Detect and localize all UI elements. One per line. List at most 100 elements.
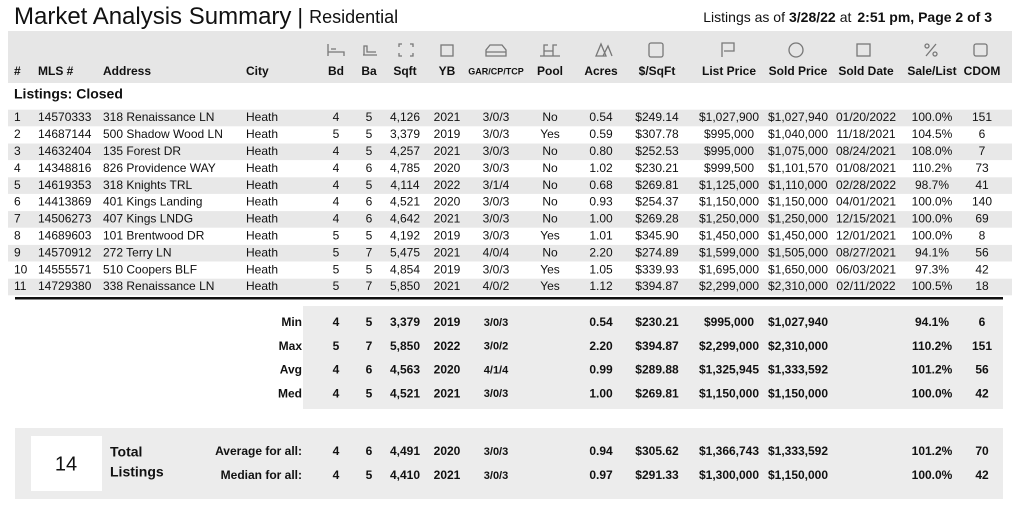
total-label: Total: [110, 444, 142, 460]
cell: 4: [333, 144, 340, 158]
cell: 08/24/2021: [836, 144, 896, 158]
cell: 8: [14, 228, 21, 242]
cell: 4,521: [390, 195, 420, 209]
cell: 101.2%: [912, 363, 953, 377]
cell: 4: [333, 386, 340, 400]
cell: 110.2%: [912, 161, 952, 175]
row-band: [8, 143, 1012, 161]
cell: 01/08/2021: [836, 161, 896, 175]
cell: 41: [975, 178, 989, 192]
cell: 0.99: [589, 363, 613, 377]
cell: No: [542, 178, 558, 192]
cell: 1.12: [589, 279, 613, 293]
cell: 3/0/2: [484, 341, 508, 353]
cell: 14632404: [38, 144, 92, 158]
cell: 02/11/2022: [836, 279, 895, 293]
cell: 4,521: [390, 386, 420, 400]
divider-line: [15, 297, 1003, 300]
cell: 0.54: [589, 110, 613, 124]
cell: 4,785: [390, 161, 420, 175]
cell: $230.21: [635, 161, 679, 175]
cell: 4,257: [390, 144, 420, 158]
cell: 4: [333, 444, 340, 458]
cell: $269.28: [635, 212, 679, 226]
sqft-icon: [398, 43, 414, 57]
cell: 3/0/3: [483, 212, 510, 226]
cell: 73: [975, 161, 989, 175]
column-header: MLS #: [38, 64, 74, 78]
cell: 151: [972, 339, 992, 353]
cell: $1,450,000: [768, 228, 828, 242]
cell: 1.01: [589, 228, 613, 242]
cell: 100.0%: [912, 468, 953, 482]
cell: 3/0/3: [483, 110, 510, 124]
cell: No: [542, 195, 558, 209]
cell: 4: [333, 468, 340, 482]
cell: 3: [14, 144, 21, 158]
cell: $1,150,000: [699, 195, 759, 209]
cell: 3/0/3: [483, 161, 510, 175]
cell: 4,642: [390, 212, 420, 226]
cell: $230.21: [635, 315, 679, 329]
title-sub: Residential: [309, 7, 398, 27]
cell: 3/0/3: [484, 317, 508, 329]
cell: 2.20: [589, 245, 613, 259]
title-divider: |: [297, 4, 303, 29]
cell: 4: [333, 212, 340, 226]
cell: 02/28/2022: [836, 178, 896, 192]
cell: 1: [14, 110, 21, 124]
cell: Heath: [246, 127, 278, 141]
cell: 7: [979, 144, 986, 158]
cell: 7: [366, 245, 373, 259]
cell: 11: [14, 279, 27, 293]
cell: 69: [975, 212, 989, 226]
cell: 12/01/2021: [836, 228, 896, 242]
cell: 98.7%: [915, 178, 949, 192]
cell: $1,101,570: [768, 161, 828, 175]
cell: 10: [14, 262, 28, 276]
cell: $339.93: [635, 262, 679, 276]
total-count: 14: [55, 453, 77, 475]
cell: 1.02: [589, 161, 613, 175]
cell: 100.5%: [912, 279, 953, 293]
cell: 5: [366, 127, 373, 141]
row-label: Average for all:: [215, 444, 302, 458]
cell: 4/1/4: [484, 364, 509, 376]
cell: 94.1%: [915, 315, 949, 329]
column-header: Bd: [328, 64, 344, 78]
column-header: Sqft: [393, 64, 416, 78]
cell: Heath: [246, 195, 278, 209]
cell: 18: [975, 279, 989, 293]
cell: 2019: [434, 127, 461, 141]
cell: 7: [366, 279, 373, 293]
cell: 826 Providence WAY: [103, 161, 216, 175]
cell: 6: [14, 195, 21, 209]
cell: 4,563: [390, 363, 420, 377]
cell: 14619353: [38, 178, 92, 192]
column-header: YB: [439, 64, 456, 78]
cell: 5: [333, 228, 340, 242]
cell: No: [542, 212, 558, 226]
cell: Yes: [540, 228, 560, 242]
cell: 5: [366, 262, 373, 276]
cell: $291.33: [635, 468, 679, 482]
cell: 0.59: [589, 127, 613, 141]
cell: 318 Knights TRL: [103, 178, 192, 192]
cell: 42: [975, 386, 989, 400]
cell: 06/03/2021: [836, 262, 896, 276]
cell: $307.78: [635, 127, 679, 141]
cell: 5: [366, 228, 373, 242]
cell: $1,150,000: [768, 386, 828, 400]
cell: 140: [972, 195, 992, 209]
cell: 6: [979, 315, 986, 329]
cell: 2019: [434, 315, 461, 329]
cell: 2022: [434, 178, 461, 192]
info-text: Listings as of: [703, 9, 785, 25]
cell: 3/0/3: [484, 470, 508, 482]
cell: 4: [333, 195, 340, 209]
cell: 2.20: [589, 339, 613, 353]
cell: 7: [14, 212, 21, 226]
cell: 6: [366, 212, 373, 226]
cdom-icon: [973, 43, 988, 57]
